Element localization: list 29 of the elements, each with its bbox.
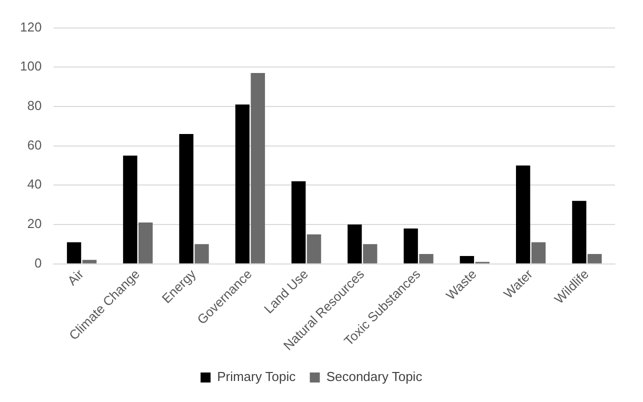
y-tick-label: 120 <box>20 19 42 34</box>
bar <box>531 242 546 264</box>
y-tick-label: 100 <box>20 58 42 74</box>
y-tick-label: 20 <box>27 216 42 232</box>
bar <box>82 260 97 264</box>
bar <box>460 256 474 264</box>
y-tick-label: 80 <box>27 98 42 114</box>
bar <box>179 134 194 264</box>
bar <box>588 254 602 264</box>
y-tick-label: 40 <box>27 176 42 192</box>
bar <box>348 224 362 264</box>
y-tick-label: 60 <box>27 137 42 152</box>
bar <box>235 104 250 264</box>
bar <box>516 165 530 264</box>
bar <box>138 222 153 264</box>
bar <box>291 181 306 264</box>
bar <box>194 244 209 264</box>
x-tick-label: Air <box>64 266 87 288</box>
bar <box>306 234 322 264</box>
legend-label: Secondary Topic <box>326 369 423 384</box>
bar <box>66 242 82 264</box>
bar <box>123 156 138 264</box>
bar <box>404 228 418 264</box>
y-tick-label: 0 <box>34 255 42 270</box>
bar <box>419 254 434 264</box>
bar <box>572 200 586 264</box>
bar <box>363 244 378 264</box>
legend-label: Primary Topic <box>217 369 296 384</box>
bar <box>250 73 265 264</box>
